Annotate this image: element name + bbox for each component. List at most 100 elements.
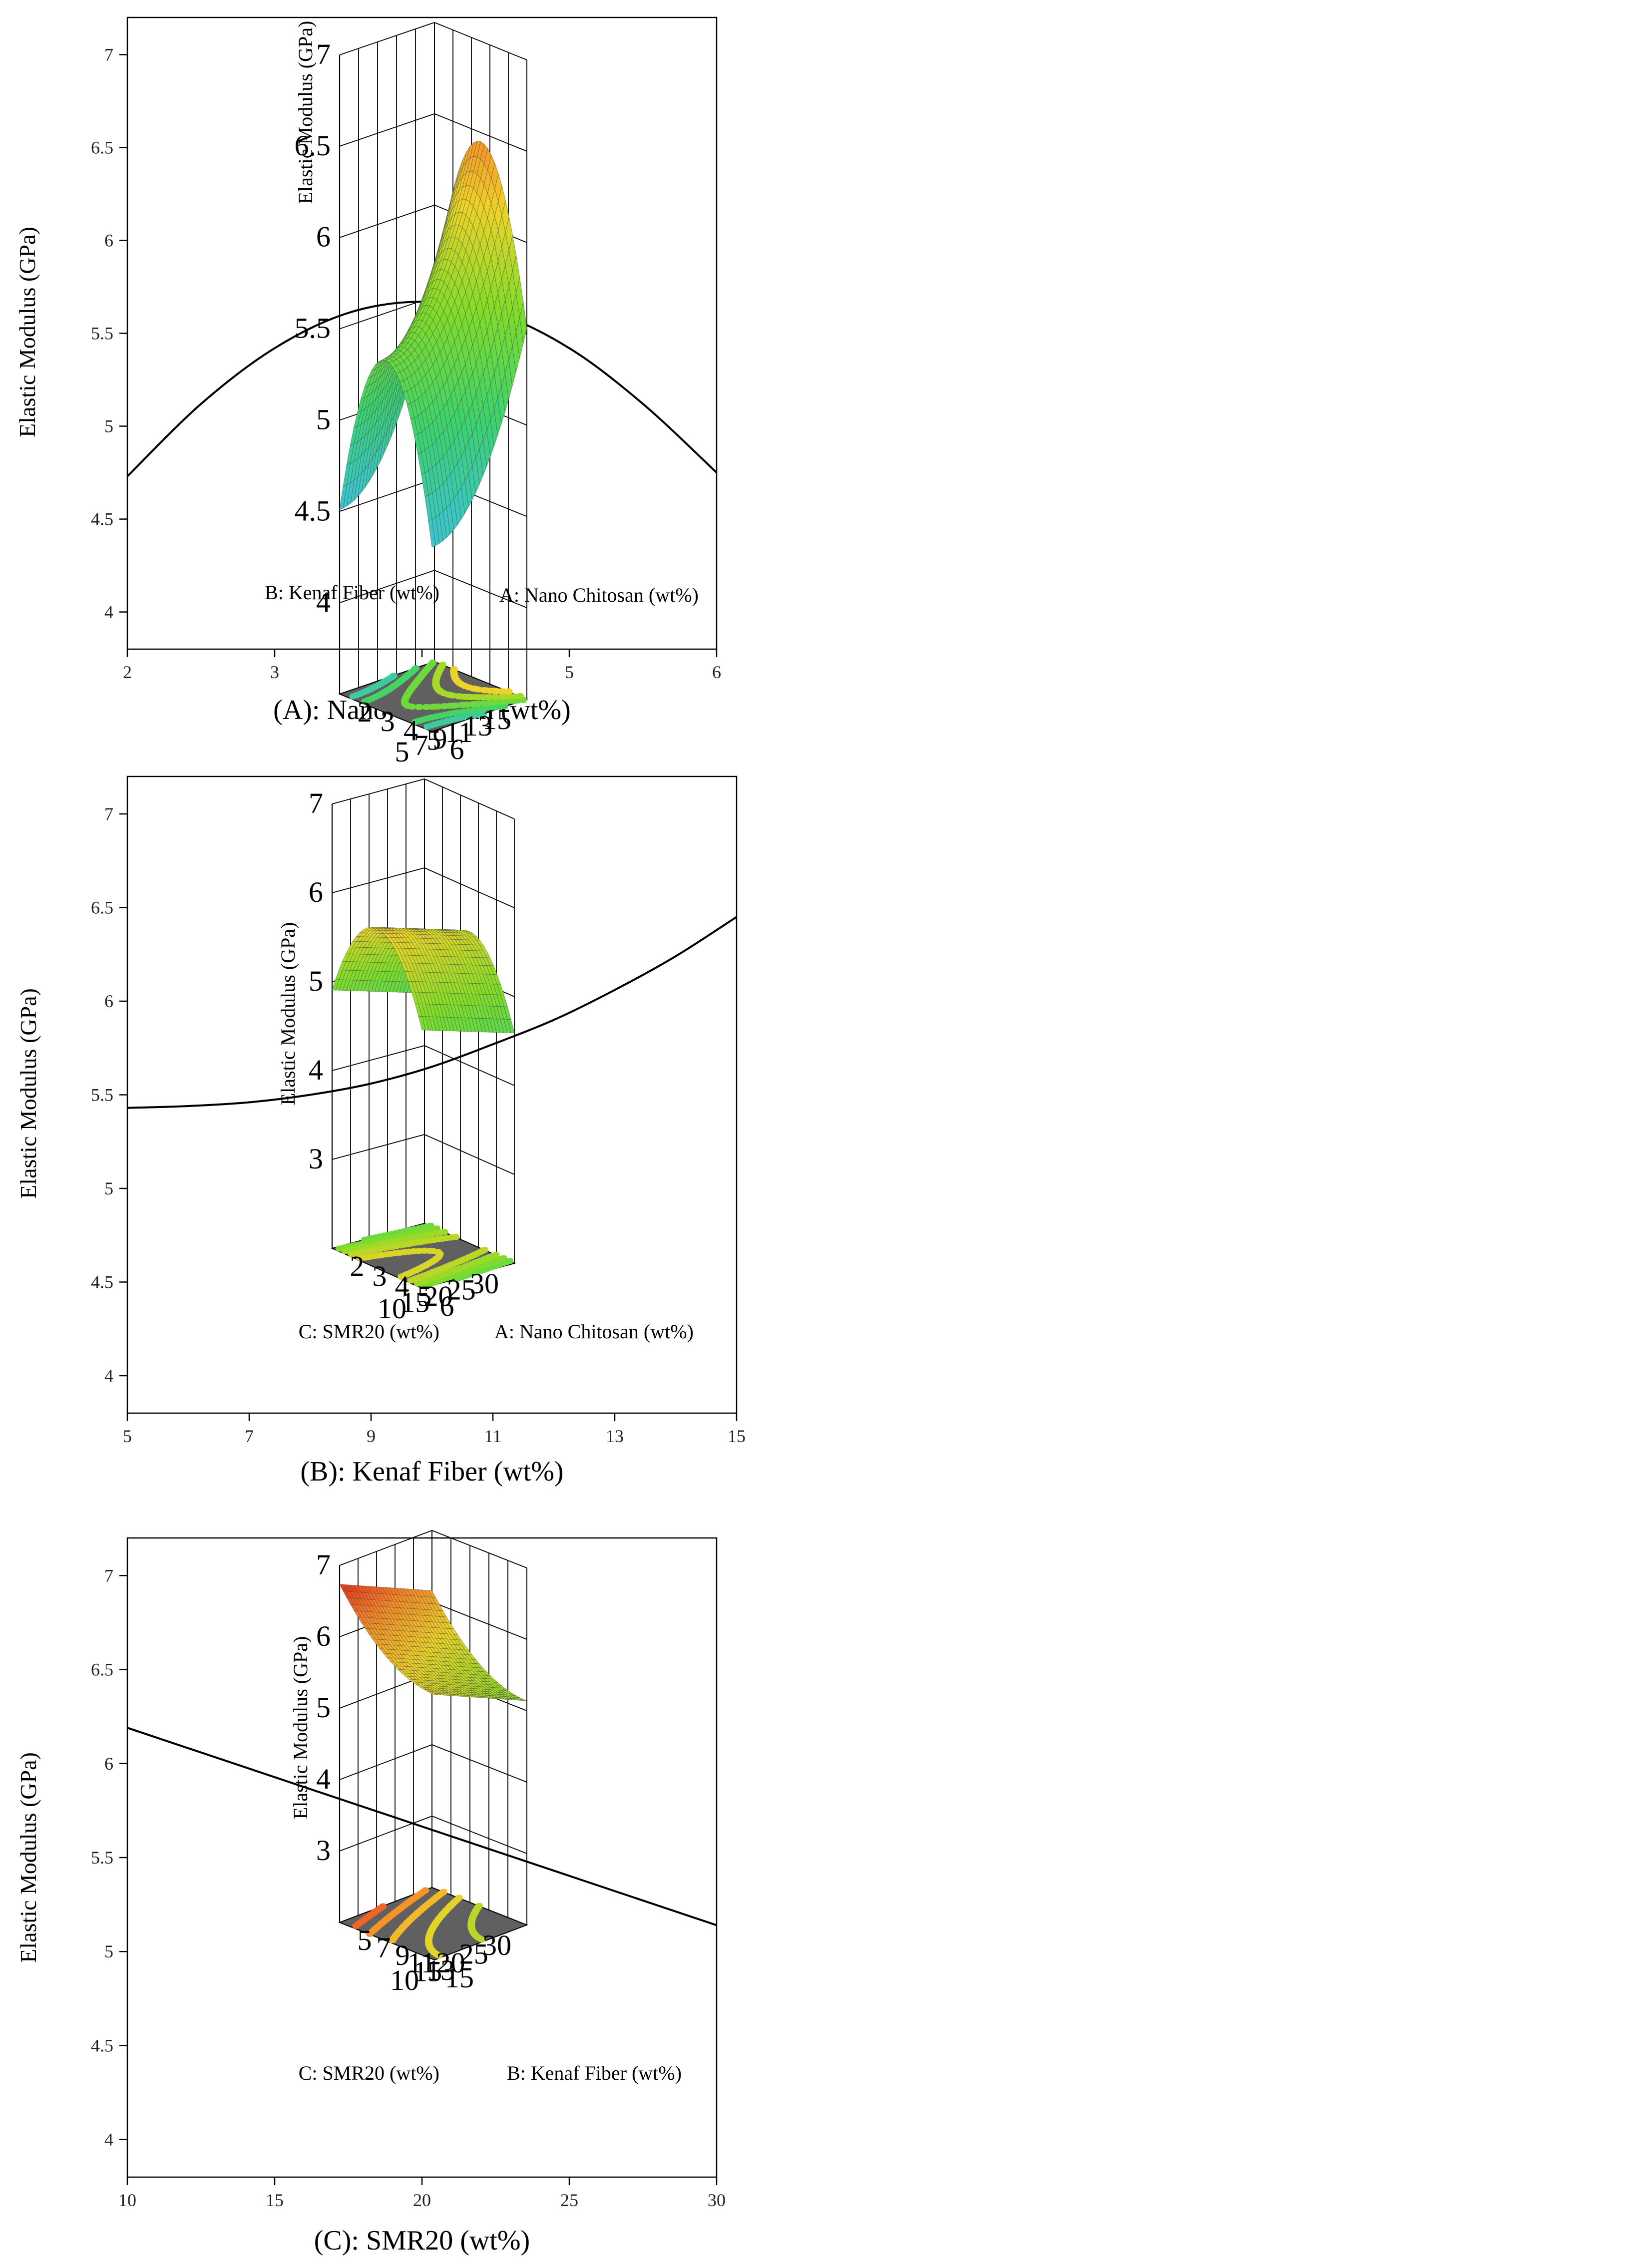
z-tick-label: 6 xyxy=(316,221,331,253)
y-tick-label: 7 xyxy=(104,44,113,64)
x-tick-label: 6 xyxy=(440,1290,454,1322)
x-tick-label: 2 xyxy=(350,1250,365,1282)
x-tick-label: 15 xyxy=(445,1961,474,1994)
x-tick-label: 5 xyxy=(417,1280,432,1312)
y-axis-label: Elastic Modulus (GPa) xyxy=(14,227,40,437)
y-axis-label: B: Kenaf Fiber (wt%) xyxy=(265,581,439,604)
wall-grid-line xyxy=(339,1530,527,1568)
y-tick-label: 5 xyxy=(104,416,113,436)
surface-cell xyxy=(430,1693,438,1695)
y-tick-label: 4.5 xyxy=(91,1272,113,1292)
y-tick-label: 6.5 xyxy=(91,137,113,157)
x-axis-label: (C): SMR20 (wt%) xyxy=(314,2225,530,2256)
z-tick-label: 6 xyxy=(309,876,323,908)
z-tick-label: 5 xyxy=(316,1691,331,1724)
y-tick-label: 6 xyxy=(104,230,113,250)
y-tick-label: 25 xyxy=(459,1938,488,1970)
z-tick-label: 4 xyxy=(309,1054,323,1086)
z-tick-label: 4.5 xyxy=(295,494,331,527)
floor-contour xyxy=(432,662,524,701)
floor-contour xyxy=(401,659,527,710)
y-tick-label: 10 xyxy=(390,1964,419,1996)
y-tick-label: 6 xyxy=(104,1754,113,1774)
wall-grid-line xyxy=(332,1045,515,1086)
x-tick-label: 3 xyxy=(270,662,279,682)
y-tick-label: 5.5 xyxy=(91,1085,113,1105)
x-axis-label: A: Nano Chitosan (wt%) xyxy=(494,1320,694,1343)
wall-grid-line xyxy=(332,1134,515,1175)
x-tick-label: 11 xyxy=(407,1946,435,1979)
z-tick-label: 3 xyxy=(309,1142,323,1175)
y-tick-label: 11 xyxy=(445,716,473,749)
floor-contour xyxy=(450,666,513,695)
y-tick-label: 10 xyxy=(378,1292,407,1325)
y-tick-label: 7 xyxy=(104,804,113,824)
y-tick-label: 4 xyxy=(104,2130,113,2150)
surface-mesh xyxy=(339,1584,527,1701)
z-tick-label: 5 xyxy=(309,965,323,997)
z-tick-label: 4 xyxy=(316,586,331,618)
floor-contour xyxy=(424,1894,463,1959)
x-tick-label: 25 xyxy=(560,2190,578,2210)
series-line xyxy=(127,916,738,1109)
floor-contour xyxy=(335,1225,507,1289)
z-tick-label: 4 xyxy=(316,1763,331,1795)
x-tick-label: 7 xyxy=(377,1931,391,1964)
x-tick-label: 3 xyxy=(381,705,395,738)
z-tick-label: 7 xyxy=(316,38,331,70)
y-tick-label: 5.5 xyxy=(91,1848,113,1868)
y-tick-label: 9 xyxy=(433,723,447,755)
floor-contour xyxy=(361,665,508,725)
z-tick-label: 7 xyxy=(316,1548,331,1581)
y-tick-label: 4 xyxy=(104,1366,113,1386)
x-tick-label: 5 xyxy=(358,1924,372,1956)
x-tick-label: 4 xyxy=(404,715,418,747)
y-tick-label: 5 xyxy=(104,1178,113,1198)
y-axis-label: Elastic Modulus (GPa) xyxy=(15,1752,41,1963)
wall-grid-line xyxy=(339,1744,527,1783)
floor-contour xyxy=(352,1903,387,1929)
wall-grid-line xyxy=(339,570,527,608)
x-tick-label: 2 xyxy=(123,662,132,682)
x-tick-label: 6 xyxy=(450,733,464,765)
z-tick-label: 6.5 xyxy=(295,129,331,162)
z-tick-label: 7 xyxy=(309,787,323,819)
y-tick-label: 4 xyxy=(104,602,113,622)
z-tick-label: 5.5 xyxy=(295,312,331,345)
surface-cell xyxy=(428,519,436,548)
y-tick-label: 30 xyxy=(482,1929,511,1961)
surface-mesh xyxy=(339,141,527,548)
floor-contour xyxy=(356,1247,444,1280)
floor-contour xyxy=(341,1229,500,1287)
x-tick-label: 15 xyxy=(728,1426,746,1446)
y-tick-label: 15 xyxy=(401,1286,429,1319)
y-axis-label: Elastic Modulus (GPa) xyxy=(15,988,41,1199)
z-tick-label: 5 xyxy=(316,403,331,435)
y-tick-label: 20 xyxy=(424,1280,453,1312)
wall-grid-line xyxy=(339,22,527,60)
floor-contour xyxy=(361,1222,514,1282)
y-tick-label: 6.5 xyxy=(91,898,113,918)
y-tick-label: 20 xyxy=(436,1946,465,1979)
x-tick-label: 10 xyxy=(118,2190,136,2210)
x-axis-label: (B): Kenaf Fiber (wt%) xyxy=(300,1456,563,1487)
floor-contour xyxy=(349,673,487,730)
floor-contour xyxy=(366,1887,429,1937)
y-tick-label: 5 xyxy=(104,1941,113,1961)
z-tick-label: 3 xyxy=(316,1834,331,1867)
z-tick-label: 6 xyxy=(316,1620,331,1652)
z-axis-label: Elastic Modulus (GPa) xyxy=(289,1636,312,1820)
y-tick-label: 15 xyxy=(482,703,511,736)
y-tick-label: 6 xyxy=(104,991,113,1011)
x-tick-label: 5 xyxy=(123,1426,132,1446)
x-tick-label: 11 xyxy=(484,1426,502,1446)
x-tick-label: 20 xyxy=(413,2190,431,2210)
y-tick-label: 7 xyxy=(104,1565,113,1585)
y-tick-label: 5.5 xyxy=(91,324,113,344)
floor-contour xyxy=(467,1902,485,1943)
